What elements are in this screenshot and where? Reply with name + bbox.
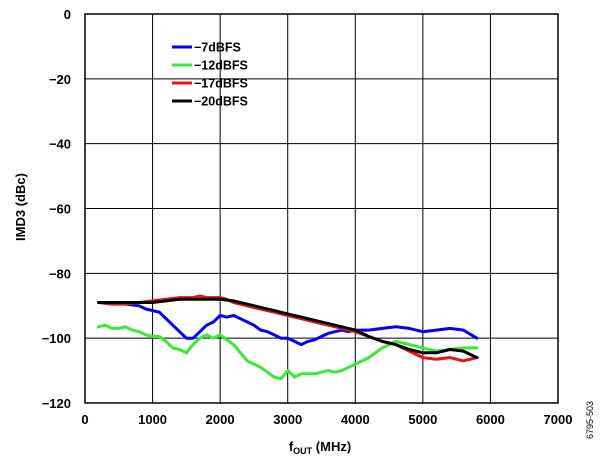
series-line-4 [97, 297, 479, 360]
x-tick-labels: 0 1000 2000 3000 4000 5000 6000 7000 [81, 412, 572, 427]
plot-frame [84, 13, 559, 404]
x-axis-label-unit: (MHz) [312, 439, 351, 454]
series-line-2 [97, 323, 479, 381]
y-tick-label: −100 [42, 331, 71, 346]
y-tick-label: −40 [49, 137, 71, 152]
x-tick-label: 2000 [206, 412, 235, 427]
x-tick-label: 1000 [138, 412, 167, 427]
figure-id: 6795-503 [585, 401, 595, 439]
x-tick-label: 5000 [408, 412, 437, 427]
legend-label: −20dBFS [194, 95, 248, 109]
x-tick-label: 4000 [341, 412, 370, 427]
legend-label: −12dBFS [194, 59, 248, 73]
x-tick-label: 7000 [544, 412, 573, 427]
y-tick-label: −80 [49, 266, 71, 281]
y-tick-label: 0 [64, 7, 71, 22]
series-line-1 [97, 301, 479, 347]
series-group [97, 294, 479, 381]
x-axis-label-subscript: OUT [293, 446, 313, 456]
x-axis-label-main: f [289, 439, 294, 454]
x-tick-label: 6000 [476, 412, 505, 427]
legend-label: −17dBFS [194, 77, 248, 91]
y-tick-label: −120 [42, 396, 71, 411]
y-axis-label: IMD3 (dBc) [13, 173, 28, 241]
x-tick-label: 0 [81, 412, 88, 427]
y-tick-label: −60 [49, 202, 71, 217]
x-axis-label: fOUT (MHz) [289, 439, 351, 456]
series-line-3 [97, 294, 479, 363]
y-tick-label: −20 [49, 72, 71, 87]
legend: −7dBFS −12dBFS −17dBFS −20dBFS [172, 41, 248, 109]
x-tick-label: 3000 [273, 412, 302, 427]
legend-label: −7dBFS [194, 41, 241, 55]
y-tick-labels: 0 −20 −40 −60 −80 −100 −120 [42, 7, 71, 411]
grid-lines [84, 13, 559, 404]
